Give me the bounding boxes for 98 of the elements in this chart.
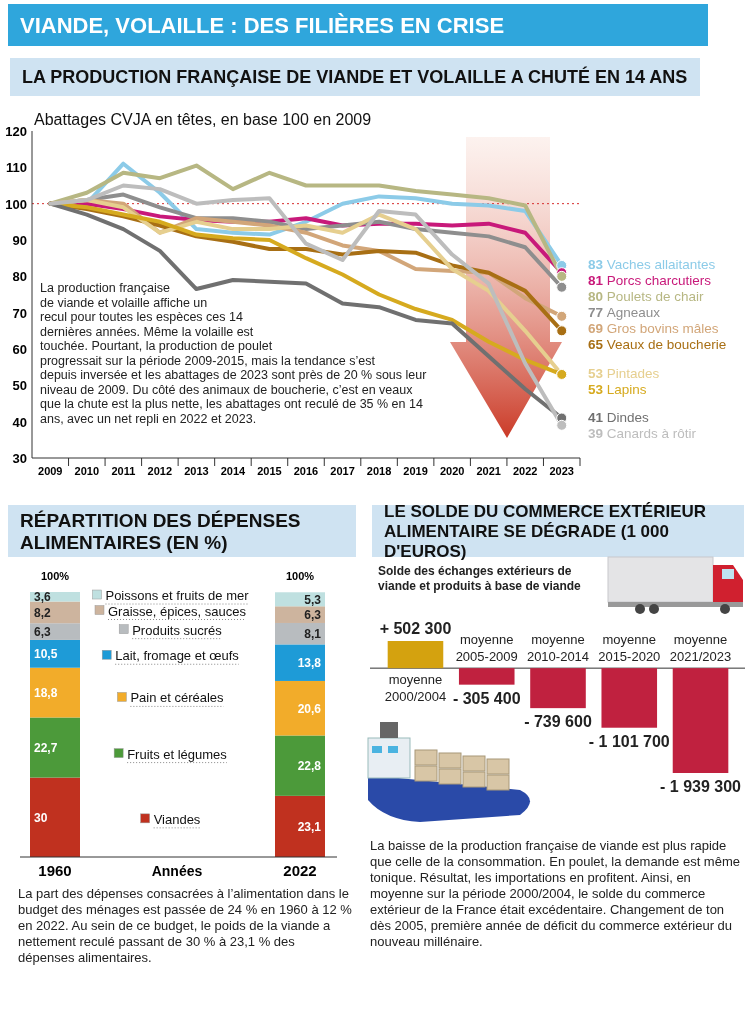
- x-tick-label: 2009: [38, 465, 63, 477]
- y-tick-label: 50: [12, 378, 27, 394]
- bar: [275, 795, 325, 857]
- bar: [275, 680, 325, 736]
- x-tick-label: 2014: [220, 465, 247, 477]
- y-tick-label: 120: [5, 124, 27, 139]
- x-tick-label: 2010: [74, 465, 100, 477]
- chart-subtitle: Solde des échanges extérieurs de viande et produits à base de viande: [378, 564, 582, 593]
- x-axis-title: Années: [151, 863, 203, 879]
- chart-subtitle: LA PRODUCTION FRANÇAISE DE VIANDE ET VOLAILLE A CHUTÉ EN 14 ANS: [22, 66, 688, 88]
- data-label: 30: [34, 810, 48, 825]
- data-label: 53: [588, 382, 607, 398]
- total-label: 100%: [285, 570, 315, 582]
- text: Vaches allaitantes: [606, 257, 716, 273]
- data-label: 8,1: [304, 627, 322, 642]
- text: Poulets de chair: [606, 289, 705, 305]
- legend-label: Poissons et fruits de mer: [105, 588, 250, 604]
- y-tick-label: 110: [6, 160, 27, 176]
- y-tick-label: 100: [5, 196, 27, 212]
- data-label: 80: [588, 289, 607, 305]
- data-label: 65: [588, 337, 607, 353]
- legend-label: Fruits et légumes: [127, 746, 228, 762]
- x-tick-label: 2013: [184, 465, 209, 477]
- data-label: 18,8: [34, 686, 58, 701]
- bar: [275, 735, 325, 796]
- bar: [30, 667, 80, 718]
- y-tick-label: 30: [12, 451, 27, 466]
- y-tick-label: 60: [12, 342, 27, 357]
- legend-label: Lait, fromage et œufs: [115, 648, 240, 664]
- data-label: 41: [588, 410, 607, 426]
- text: Lapins: [606, 382, 647, 398]
- text: Pintades: [606, 366, 660, 382]
- chart-title: LE SOLDE DU COMMERCE EXTÉRIEUR ALIMENTAIRE SE DÉGRADE (1 000 D'EUROS): [384, 502, 707, 562]
- data-label: 6,3: [34, 625, 52, 640]
- data-label: - 1 101 700: [588, 732, 670, 750]
- x-tick-label: 2012: [147, 465, 173, 477]
- y-tick-label: 80: [12, 269, 27, 285]
- data-label: 8,2: [34, 605, 52, 620]
- x-tick-label: 2020: [439, 465, 465, 477]
- text: Gros bovins mâles: [606, 321, 719, 337]
- y-tick-label: 90: [12, 233, 27, 248]
- x-tick-label: moyenne 2000/2004: [384, 672, 447, 705]
- data-label: - 739 600: [524, 713, 592, 731]
- data-label: 5,3: [304, 592, 322, 607]
- x-tick-label: 1960: [38, 862, 72, 879]
- x-tick-label: 2019: [403, 465, 428, 477]
- x-tick-label: 2022: [512, 465, 538, 477]
- data-label: 10,5: [34, 647, 58, 662]
- data-label: + 502 300: [379, 620, 452, 637]
- x-tick-label: 2011: [111, 465, 136, 477]
- data-label: 22,7: [34, 741, 58, 756]
- x-tick-label: moyenne 2010-2014: [526, 632, 590, 665]
- legend-label: Pain et céréales: [130, 690, 225, 706]
- x-tick-label: 2022: [283, 862, 317, 879]
- x-tick-label: 2015: [257, 465, 282, 477]
- text: Veaux de boucherie: [606, 337, 727, 353]
- legend-label: Viandes: [153, 811, 201, 827]
- text: Dindes: [606, 410, 650, 426]
- chart-title: RÉPARTITION DES DÉPENSES ALIMENTAIRES (EN %): [20, 509, 301, 553]
- x-tick-label: moyenne 2005-2009: [455, 632, 518, 665]
- text: Canards à rôtir: [606, 426, 697, 442]
- data-label: 23,1: [297, 819, 322, 834]
- chart-title: VIANDE, VOLAILLE : DES FILIÈRES EN CRISE: [20, 12, 505, 38]
- y-tick-label: 40: [12, 414, 27, 430]
- y-axis-title: Abattages CVJA en têtes, en base 100 en 2009: [34, 111, 372, 128]
- legend-label: Produits sucrés: [132, 622, 223, 638]
- data-label: 6,3: [304, 608, 322, 623]
- y-tick-label: 70: [12, 305, 27, 321]
- data-label: 20,6: [297, 701, 322, 716]
- bar: [30, 639, 80, 668]
- data-label: - 305 400: [452, 689, 521, 707]
- data-label: 77: [588, 305, 607, 321]
- data-label: 81: [588, 273, 607, 289]
- text: Agneaux: [606, 305, 661, 321]
- bar: [30, 777, 80, 857]
- data-label: 13,8: [297, 656, 322, 671]
- text: La production française de viande et volaille affiche un recul pour toutes les espèces ces 14 dernières années. Même la volaille est touchée. Pourtant, la production de poulet progressait sur la période 2009-2015, mais la tendance s’est depuis inversée et les abattages de 2023 sont près de 20 % sous leur niveau de 2009. Du côté des animaux de boucherie, c’est en veaux que la chute est la plus nette, les abattages ont reculé de 35 % en 14 ans, avec un net repli en 2022 et 2023.: [40, 281, 427, 426]
- x-tick-label: moyenne 2021/2023: [669, 632, 732, 665]
- data-label: 39: [588, 426, 607, 442]
- text: Porcs charcutiers: [606, 273, 712, 289]
- data-label: 3,6: [34, 590, 52, 605]
- total-label: 100%: [40, 570, 70, 582]
- bar: [30, 717, 80, 778]
- x-tick-label: 2023: [549, 465, 574, 477]
- legend-label: Graisse, épices, sauces: [107, 603, 247, 619]
- x-tick-label: 2017: [330, 465, 355, 477]
- data-label: 83: [588, 257, 607, 273]
- data-label: 53: [588, 366, 607, 382]
- data-label: 69: [588, 321, 607, 337]
- text: La part des dépenses consacrées à l’alimentation dans le budget des ménages est passée de 24 % en 1960 à 12 % en 2022. Au sein de ce budget, le poids de la viande a nettement reculé passant de 30 % à 23,1 % des dépenses alimentaires.: [18, 886, 353, 965]
- data-label: 22,8: [297, 759, 322, 774]
- x-tick-label: 2021: [476, 465, 501, 477]
- data-label: - 1 939 300: [660, 778, 742, 795]
- x-tick-label: moyenne 2015-2020: [598, 632, 661, 665]
- bar: [275, 644, 325, 681]
- text: La baisse de la production française de viande est plus rapide que celle de la consommation. En poulet, la demande est même tonique. Résultat, les importations en profitent. Ainsi, en moyenne sur la période 2000/2004, le solde du commerce extérieur de la France était excédentaire. Changement de ton dès 2005, première année de déficit du commerce extérieur du nouveau millénaire.: [370, 838, 740, 949]
- x-tick-label: 2016: [293, 465, 319, 477]
- x-tick-label: 2018: [366, 465, 392, 477]
